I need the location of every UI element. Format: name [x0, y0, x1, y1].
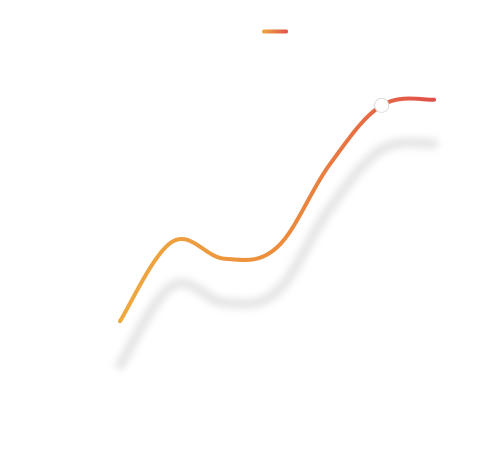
- series-shadow: [115, 137, 439, 370]
- highlight-point-marker[interactable]: [374, 97, 390, 113]
- legend-swatch[interactable]: [262, 29, 288, 34]
